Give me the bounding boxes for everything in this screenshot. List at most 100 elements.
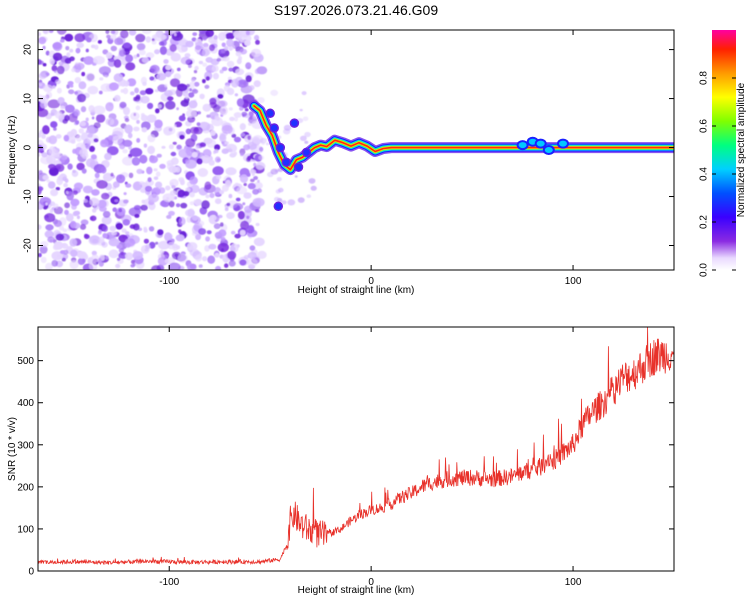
noise-blob	[158, 41, 165, 46]
noise-blob	[84, 233, 88, 238]
noise-blob	[155, 241, 159, 245]
spectrogram-y-axis-label: Frequency (Hz)	[7, 116, 18, 185]
noise-blob	[204, 181, 212, 190]
noise-blob	[75, 134, 82, 142]
noise-blob	[218, 32, 227, 41]
noise-blob	[56, 65, 65, 75]
noise-blob	[69, 48, 74, 53]
noise-blob	[135, 33, 146, 43]
noise-blob	[58, 225, 65, 231]
noise-blob	[50, 189, 59, 197]
noise-blob	[77, 93, 87, 103]
noise-blob	[270, 89, 279, 96]
noise-blob	[177, 189, 186, 198]
noise-blob	[202, 62, 208, 67]
noise-blob	[228, 46, 233, 51]
track-cluster	[289, 118, 300, 128]
noise-blob	[159, 249, 164, 255]
noise-blob	[42, 45, 46, 50]
noise-blob	[82, 185, 93, 194]
noise-blob	[221, 148, 229, 154]
noise-blob	[122, 139, 133, 147]
noise-blob	[241, 111, 248, 117]
noise-blob	[227, 250, 237, 260]
noise-blob	[62, 118, 68, 124]
noise-blob	[184, 53, 191, 58]
colorbar-tick-label: 0.8	[699, 71, 710, 85]
noise-blob	[199, 142, 206, 147]
noise-blob	[235, 197, 241, 202]
noise-blob	[214, 252, 220, 258]
noise-blob	[42, 125, 50, 135]
noise-blob	[215, 265, 222, 270]
noise-blob	[247, 182, 256, 190]
noise-blob	[176, 107, 180, 111]
noise-blob	[155, 171, 161, 177]
noise-blob	[192, 215, 198, 221]
noise-blob	[233, 184, 236, 188]
snr-y-axis-label: SNR (10 * v/v)	[7, 417, 18, 481]
noise-blob	[166, 96, 174, 101]
noise-blob	[116, 174, 126, 184]
noise-blob	[135, 94, 141, 100]
noise-blob	[239, 259, 247, 266]
noise-blob	[81, 71, 86, 77]
noise-blob	[38, 144, 44, 153]
noise-blob	[145, 52, 155, 59]
noise-blob	[64, 209, 69, 215]
noise-blob	[226, 212, 235, 220]
colorbar-tick-label: 0.4	[699, 167, 710, 181]
noise-blob	[141, 30, 152, 35]
noise-blob	[76, 162, 85, 171]
noise-blob	[216, 158, 221, 162]
noise-blob	[93, 138, 99, 143]
noise-blob	[88, 105, 95, 113]
noise-blob	[48, 30, 54, 33]
noise-blob	[304, 131, 311, 138]
noise-blob	[168, 210, 175, 216]
noise-blob	[61, 257, 66, 262]
noise-blob	[168, 262, 181, 270]
noise-blob	[185, 40, 194, 48]
noise-blob	[112, 207, 117, 212]
noise-blob	[234, 93, 239, 97]
noise-blob	[207, 255, 216, 264]
noise-blob	[80, 106, 87, 113]
noise-blob	[139, 90, 147, 96]
noise-blob	[89, 215, 97, 222]
noise-blob	[170, 151, 177, 157]
noise-blob	[108, 82, 119, 91]
noise-blob	[250, 178, 255, 183]
noise-blob	[125, 183, 132, 188]
noise-blob	[245, 62, 252, 70]
noise-blob	[154, 119, 163, 129]
noise-blob	[101, 192, 110, 200]
noise-blob	[60, 250, 66, 255]
noise-blob	[70, 198, 80, 207]
noise-blob	[108, 135, 113, 141]
noise-blob	[132, 223, 140, 231]
noise-blob	[63, 134, 70, 142]
noise-blob	[40, 241, 49, 248]
noise-blob	[202, 103, 212, 112]
noise-blob	[74, 77, 82, 84]
noise-blob	[211, 116, 223, 127]
noise-blob	[131, 157, 141, 166]
noise-blob	[205, 76, 210, 81]
snr-plot-area	[38, 327, 674, 571]
noise-blob	[38, 72, 47, 80]
noise-blob	[198, 60, 204, 65]
noise-blob	[180, 202, 188, 209]
noise-blob	[206, 230, 212, 235]
noise-blob	[197, 168, 209, 177]
noise-blob	[144, 185, 153, 192]
noise-blob	[203, 137, 213, 145]
noise-blob	[198, 30, 207, 35]
snr-line	[38, 327, 674, 566]
noise-blob	[217, 242, 229, 253]
noise-blob	[234, 116, 239, 122]
noise-blob	[98, 90, 103, 95]
noise-blob	[140, 114, 148, 122]
noise-blob	[67, 163, 73, 170]
spectrogram-noise	[38, 30, 317, 270]
